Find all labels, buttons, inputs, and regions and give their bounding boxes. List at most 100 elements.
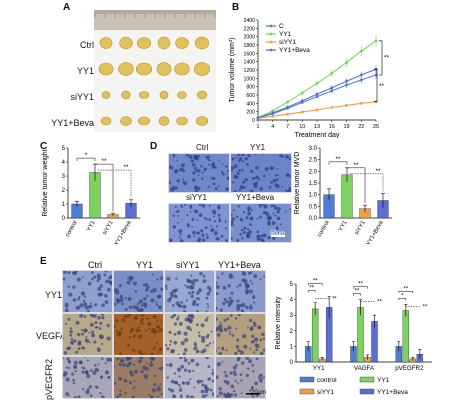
nucleus [84, 370, 89, 375]
nucleus [101, 303, 105, 307]
nucleus [83, 295, 87, 298]
nucleus [227, 325, 232, 330]
tissue-texture [231, 154, 291, 192]
nucleus [223, 371, 227, 374]
nucleus [172, 314, 177, 317]
sig-bracket [307, 283, 323, 286]
y-tick-label: 1800 [243, 43, 255, 49]
nucleus [237, 205, 241, 208]
nucleus [185, 154, 189, 157]
nucleus [196, 349, 200, 353]
nucleus [213, 211, 217, 215]
nucleus [177, 315, 180, 318]
nucleus [242, 210, 246, 214]
d-tissue-yy1 [230, 153, 292, 193]
nucleus [185, 381, 190, 386]
y-tick-label: 2 [290, 329, 294, 335]
nucleus [188, 155, 193, 159]
nucleus [288, 157, 291, 161]
nucleus [238, 169, 241, 172]
nucleus [186, 214, 189, 217]
nucleus [242, 180, 246, 184]
nucleus [255, 166, 259, 170]
y-tick-label: 600 [246, 93, 255, 99]
nucleus [257, 177, 260, 181]
nucleus [100, 395, 105, 398]
tumor-sample [136, 37, 152, 49]
nucleus [63, 351, 68, 355]
nucleus [78, 360, 83, 365]
nucleus [270, 204, 273, 208]
row-label-yy1: YY1 [76, 66, 94, 76]
nucleus [173, 372, 177, 375]
nucleus [255, 348, 259, 352]
nucleus [201, 204, 206, 208]
nucleus [184, 338, 189, 343]
nucleus [212, 182, 216, 186]
nucleus [211, 371, 214, 376]
nucleus [65, 305, 69, 309]
nucleus [262, 210, 267, 215]
nucleus [285, 155, 289, 159]
nucleus [124, 308, 128, 312]
nucleus [208, 218, 212, 221]
legend-swatch [359, 388, 375, 395]
nucleus [153, 374, 157, 378]
nucleus [155, 303, 159, 307]
nucleus [105, 279, 109, 284]
nucleus [256, 234, 261, 239]
nucleus [63, 357, 65, 359]
y-tick-label: 4 [62, 160, 66, 166]
nucleus [228, 273, 233, 278]
nucleus [68, 292, 73, 297]
nucleus [172, 155, 175, 158]
nucleus [103, 273, 107, 277]
nucleus [224, 374, 229, 378]
nucleus [277, 206, 281, 211]
e-tissue-0-2 [164, 270, 215, 313]
nucleus [101, 357, 104, 361]
legend-marker [269, 24, 273, 28]
nucleus [198, 204, 202, 206]
nucleus [155, 324, 161, 330]
nucleus [276, 210, 280, 214]
nucleus [252, 395, 255, 398]
nucleus [63, 277, 66, 281]
nucleus [216, 395, 219, 398]
nucleus [205, 233, 208, 236]
nucleus [225, 380, 230, 385]
nucleus [183, 368, 188, 372]
nucleus [165, 284, 168, 288]
nucleus [154, 345, 156, 348]
nucleus [136, 302, 140, 306]
data-point [315, 81, 319, 85]
nucleus [207, 305, 210, 308]
nucleus [245, 216, 249, 220]
nucleus [75, 320, 80, 325]
tumor-sample [101, 91, 111, 99]
nucleus [197, 334, 201, 338]
nucleus [233, 393, 238, 397]
nucleus [240, 392, 243, 395]
x-tick-label: 10 [299, 124, 305, 130]
d-header-ctrl: Ctrl [196, 143, 209, 152]
legend-label: siYY1 [317, 389, 334, 396]
nucleus [191, 301, 197, 306]
sig-mark: * [85, 152, 88, 159]
y-tick-label: 800 [246, 85, 255, 91]
nucleus [94, 367, 99, 372]
nucleus [141, 317, 145, 321]
nucleus [217, 159, 220, 162]
nucleus [152, 346, 156, 351]
nucleus [186, 278, 190, 282]
nucleus [127, 315, 131, 318]
nucleus [94, 326, 98, 329]
nucleus [143, 297, 147, 301]
nucleus [79, 303, 84, 308]
y-tick-label: 1000 [243, 76, 255, 82]
y-tick-label: 2400 [243, 18, 255, 24]
nucleus [231, 157, 235, 161]
nucleus [241, 169, 244, 172]
nucleus [233, 189, 237, 192]
nucleus [270, 217, 273, 219]
